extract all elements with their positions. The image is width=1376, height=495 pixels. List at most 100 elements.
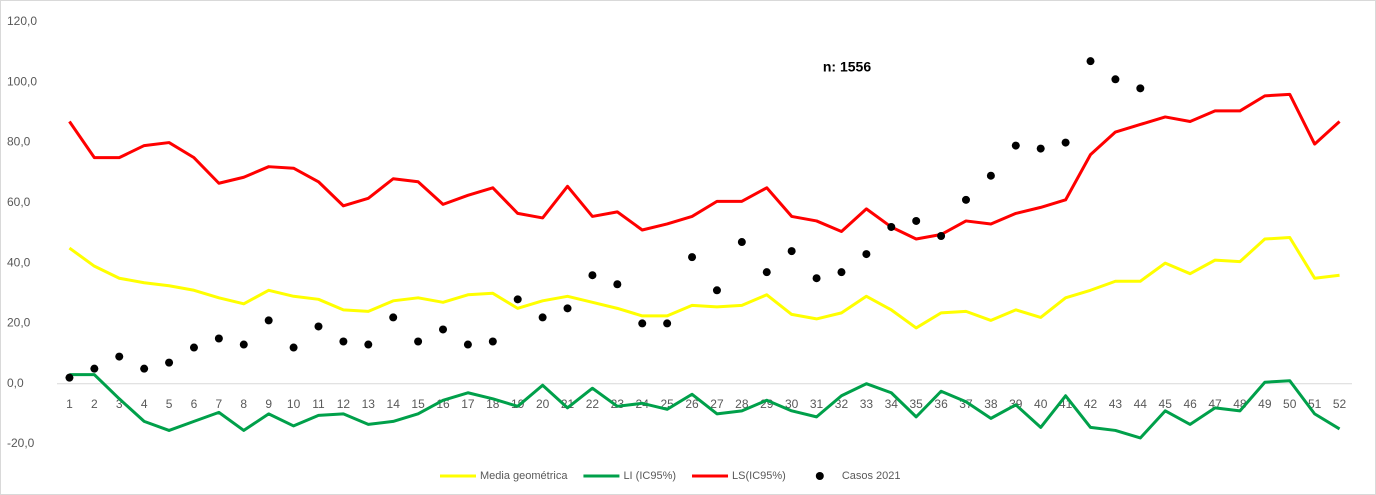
x-tick-label: 15: [411, 397, 425, 411]
y-tick-label: 100,0: [7, 74, 37, 88]
x-tick-label: 1: [66, 397, 73, 411]
data-point: [463, 340, 472, 349]
x-tick-label: 38: [984, 397, 998, 411]
y-tick-label: 60,0: [7, 195, 31, 209]
x-tick-label: 20: [536, 397, 550, 411]
y-tick-label: -20,0: [7, 436, 35, 450]
x-tick-label: 31: [810, 397, 824, 411]
data-point: [214, 334, 223, 343]
data-point: [961, 195, 970, 204]
y-tick-label: 120,0: [7, 14, 37, 28]
data-point: [737, 238, 746, 247]
x-tick-label: 34: [885, 397, 899, 411]
x-tick-label: 21: [561, 397, 575, 411]
x-tick-label: 35: [910, 397, 924, 411]
data-point: [65, 373, 74, 382]
x-tick-label: 4: [141, 397, 148, 411]
legend-label: Casos 2021: [842, 470, 901, 482]
x-tick-label: 28: [735, 397, 749, 411]
annotation: n: 1556: [823, 59, 871, 75]
data-point: [264, 316, 273, 325]
data-point: [165, 358, 174, 367]
y-tick-label: 40,0: [7, 255, 31, 269]
data-point: [1136, 84, 1145, 93]
data-point: [90, 364, 99, 373]
data-point: [613, 280, 622, 289]
x-tick-label: 9: [265, 397, 272, 411]
data-point: [1061, 138, 1070, 147]
x-tick-label: 44: [1134, 397, 1148, 411]
data-point: [189, 343, 198, 352]
data-point: [289, 343, 298, 352]
data-point: [1086, 57, 1095, 66]
data-point: [638, 319, 647, 328]
x-tick-label: 12: [337, 397, 351, 411]
data-point: [837, 268, 846, 277]
x-tick-label: 50: [1283, 397, 1297, 411]
data-point: [887, 222, 896, 231]
data-point: [239, 340, 248, 349]
data-point: [787, 247, 796, 256]
x-tick-label: 46: [1183, 397, 1197, 411]
x-tick-label: 45: [1159, 397, 1173, 411]
data-point: [1011, 141, 1020, 150]
x-tick-label: 7: [216, 397, 223, 411]
data-point: [712, 286, 721, 295]
data-point: [314, 322, 323, 331]
x-tick-label: 5: [166, 397, 173, 411]
data-point: [488, 337, 497, 346]
series-line: [68, 92, 1341, 241]
data-point: [140, 364, 149, 373]
x-tick-label: 26: [685, 397, 699, 411]
x-tick-label: 6: [191, 397, 198, 411]
x-tick-label: 13: [362, 397, 376, 411]
series-line: [69, 373, 1341, 440]
legend-label: LI (IC95%): [623, 470, 676, 482]
x-tick-label: 8: [240, 397, 247, 411]
data-point: [1111, 75, 1120, 84]
y-tick-label: 80,0: [7, 135, 31, 149]
x-tick-label: 42: [1084, 397, 1098, 411]
x-tick-label: 36: [934, 397, 948, 411]
y-tick-label: 20,0: [7, 316, 31, 330]
x-tick-label: 10: [287, 397, 301, 411]
legend-label: LS(IC95%): [732, 470, 786, 482]
y-tick-label: 0,0: [7, 376, 24, 390]
data-point: [688, 253, 697, 262]
x-tick-label: 22: [586, 397, 600, 411]
x-tick-label: 27: [710, 397, 724, 411]
data-point: [513, 295, 522, 304]
x-tick-label: 19: [511, 397, 525, 411]
data-point: [339, 337, 348, 346]
data-point: [663, 319, 672, 328]
data-point: [588, 271, 597, 280]
x-tick-label: 40: [1034, 397, 1048, 411]
data-point: [538, 313, 547, 322]
data-point: [364, 340, 373, 349]
data-point: [115, 352, 124, 361]
x-tick-label: 33: [860, 397, 874, 411]
data-point: [762, 268, 771, 277]
x-tick-label: 3: [116, 397, 123, 411]
x-tick-label: 17: [461, 397, 475, 411]
data-point: [986, 171, 995, 180]
x-tick-label: 2: [91, 397, 98, 411]
legend-label: Media geométrica: [480, 470, 568, 482]
data-point: [862, 250, 871, 259]
x-tick-label: 43: [1109, 397, 1123, 411]
x-tick-label: 11: [312, 397, 325, 411]
data-point: [937, 232, 946, 241]
series-line: [68, 236, 1340, 330]
data-point: [1036, 144, 1045, 153]
x-tick-label: 14: [387, 397, 401, 411]
legend-marker: [815, 472, 824, 480]
x-tick-label: 52: [1333, 397, 1347, 411]
data-point: [563, 304, 572, 313]
data-point: [812, 274, 821, 283]
data-point: [439, 325, 448, 334]
data-point: [414, 337, 423, 346]
x-tick-label: 30: [785, 397, 799, 411]
data-point: [912, 216, 921, 225]
